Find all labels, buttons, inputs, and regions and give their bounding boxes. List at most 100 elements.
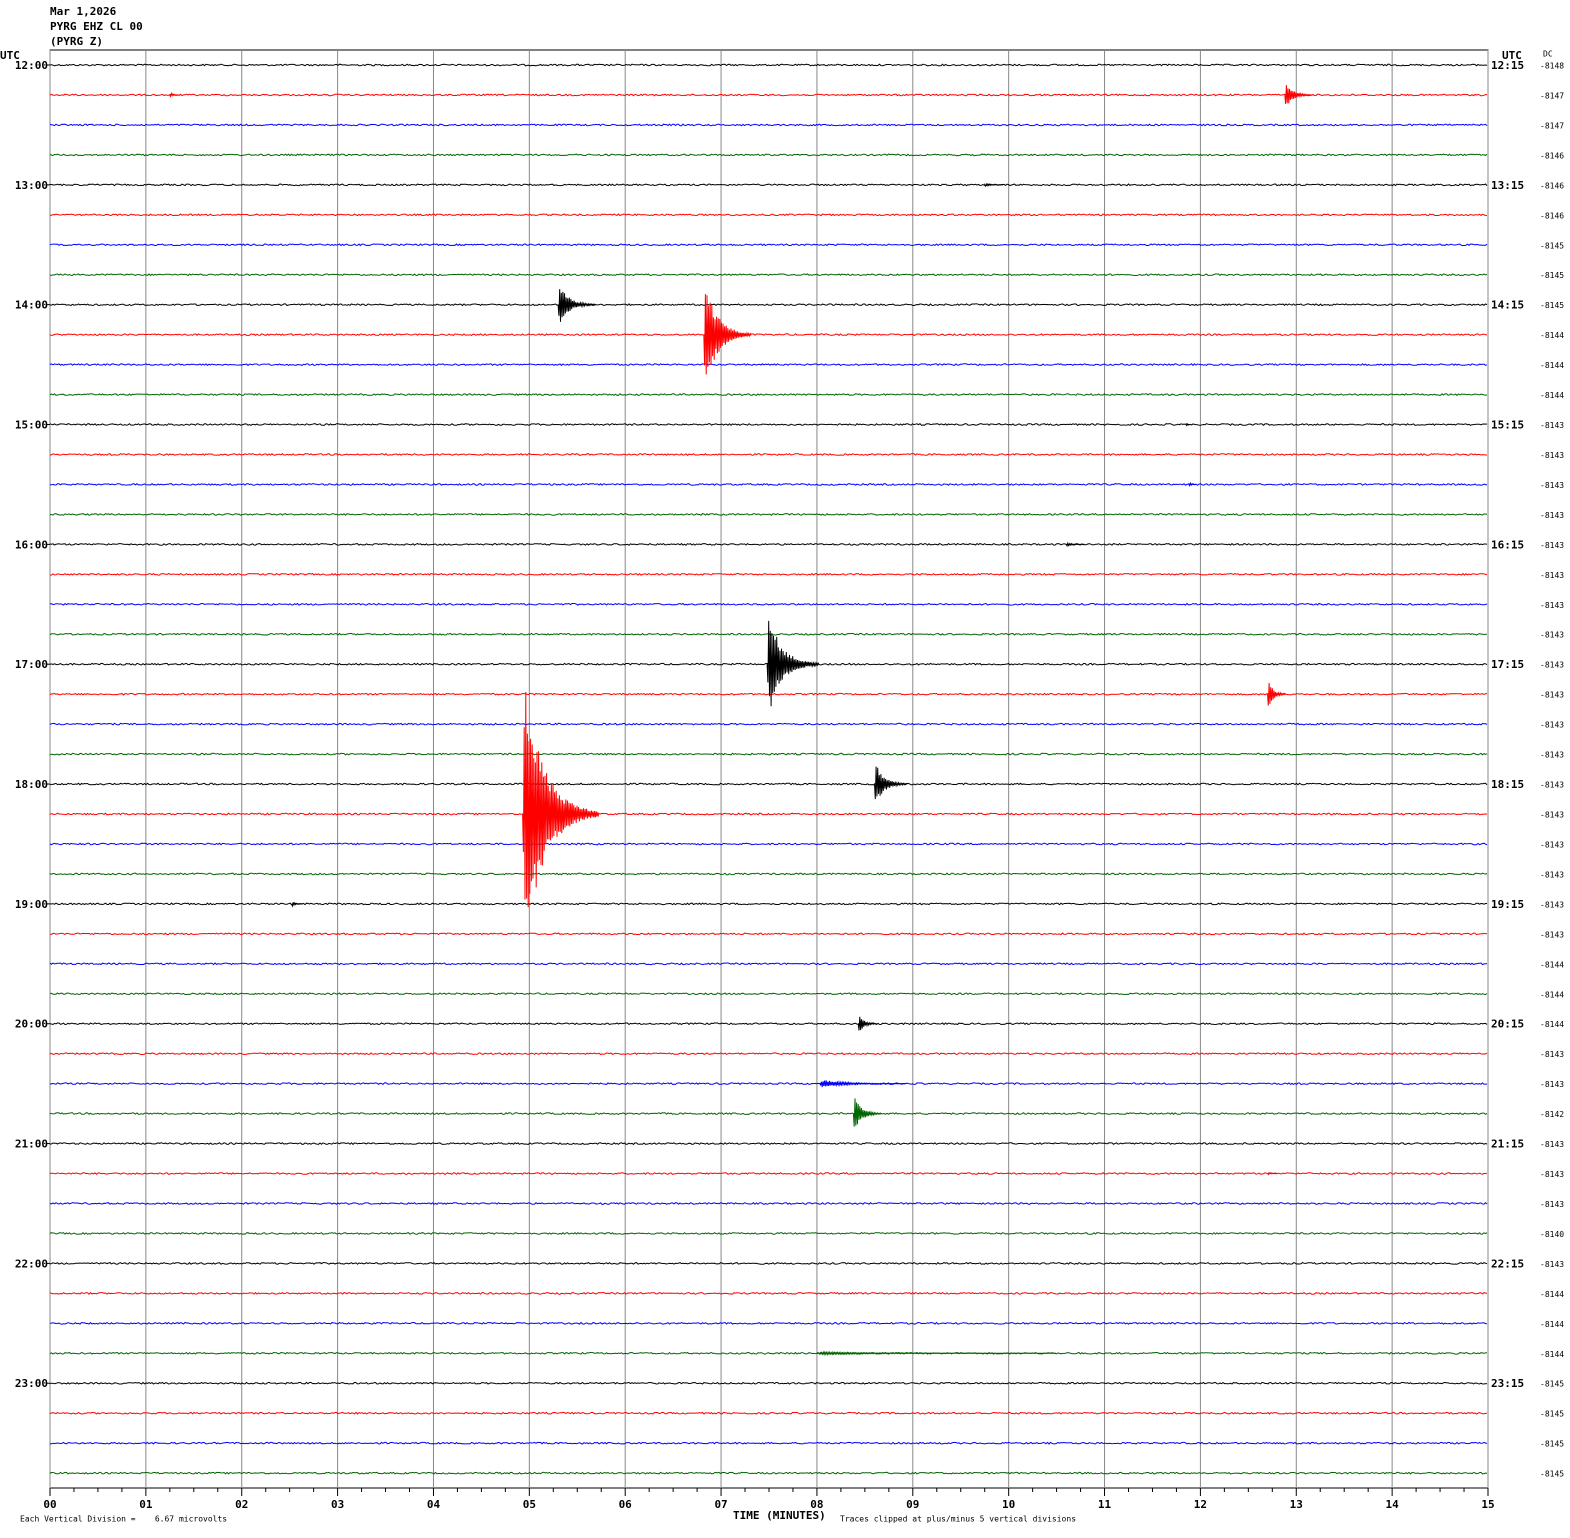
dc-value: -8143 bbox=[1540, 870, 1564, 879]
trace bbox=[49, 153, 1488, 157]
dc-value: -8145 bbox=[1540, 1440, 1564, 1449]
trace bbox=[49, 123, 1488, 127]
dc-value: -8145 bbox=[1540, 1470, 1564, 1479]
dc-value: -8143 bbox=[1540, 631, 1564, 640]
left-time-label: 15:00 bbox=[15, 419, 48, 432]
scale-note: Each Vertical Division = 6.67 microvolts bbox=[20, 1515, 227, 1524]
dc-value: -8144 bbox=[1540, 990, 1564, 999]
seismic-event bbox=[1188, 481, 1197, 488]
dc-value: -8145 bbox=[1540, 241, 1564, 250]
dc-value: -8144 bbox=[1540, 960, 1564, 969]
right-axis-title: UTC bbox=[1502, 49, 1522, 62]
dc-value: -8140 bbox=[1540, 1230, 1564, 1239]
x-tick-label: 10 bbox=[1002, 1498, 1015, 1511]
trace bbox=[49, 1351, 1488, 1355]
trace bbox=[49, 482, 1488, 486]
x-tick-label: 07 bbox=[714, 1498, 727, 1511]
station: PYRG EHZ CL 00 bbox=[50, 20, 143, 33]
dc-value: -8144 bbox=[1540, 391, 1564, 400]
trace bbox=[49, 1411, 1488, 1415]
seismic-event bbox=[522, 691, 600, 908]
date: Mar 1,2026 bbox=[50, 5, 117, 18]
trace bbox=[49, 572, 1488, 576]
dc-value: -8143 bbox=[1540, 811, 1564, 820]
dc-value: -8143 bbox=[1540, 1050, 1564, 1059]
trace bbox=[49, 303, 1488, 307]
trace bbox=[49, 1201, 1488, 1205]
trace bbox=[49, 1231, 1488, 1235]
trace bbox=[49, 1471, 1488, 1475]
dc-value: -8148 bbox=[1540, 62, 1564, 71]
x-tick-label: 02 bbox=[235, 1498, 248, 1511]
dc-value: -8143 bbox=[1540, 691, 1564, 700]
dc-value: -8145 bbox=[1540, 271, 1564, 280]
dc-value: -8145 bbox=[1540, 301, 1564, 310]
x-tick-label: 08 bbox=[810, 1498, 823, 1511]
seismic-event bbox=[1266, 682, 1287, 706]
right-time-label: 20:15 bbox=[1491, 1018, 1524, 1031]
dc-value: -8143 bbox=[1540, 511, 1564, 520]
x-axis-title: TIME (MINUTES) bbox=[733, 1509, 826, 1522]
trace bbox=[49, 1022, 1488, 1026]
dc-value: -8143 bbox=[1540, 900, 1564, 909]
trace bbox=[49, 393, 1488, 397]
dc-value: -8143 bbox=[1540, 721, 1564, 730]
trace bbox=[49, 812, 1488, 816]
trace bbox=[49, 1261, 1488, 1265]
left-time-label: 12:00 bbox=[15, 59, 48, 72]
trace bbox=[49, 1052, 1488, 1056]
left-time-label: 13:00 bbox=[15, 179, 48, 192]
right-time-label: 22:15 bbox=[1491, 1257, 1524, 1270]
dc-value: -8143 bbox=[1540, 1170, 1564, 1179]
trace bbox=[49, 962, 1488, 966]
dc-value: -8143 bbox=[1540, 1200, 1564, 1209]
seismic-event bbox=[1185, 423, 1191, 427]
trace bbox=[49, 93, 1487, 97]
left-time-label: 18:00 bbox=[15, 778, 48, 791]
clip-note: Traces clipped at plus/minus 5 vertical … bbox=[840, 1515, 1076, 1524]
seismic-event bbox=[1065, 541, 1085, 548]
dc-value: -8144 bbox=[1540, 361, 1564, 370]
dc-value: -8146 bbox=[1540, 181, 1564, 190]
dc-value: -8143 bbox=[1540, 571, 1564, 580]
right-time-label: 15:15 bbox=[1491, 419, 1524, 432]
right-time-label: 23:15 bbox=[1491, 1377, 1524, 1390]
trace bbox=[49, 842, 1488, 846]
trace bbox=[49, 542, 1488, 546]
trace bbox=[49, 63, 1488, 67]
seismic-event bbox=[291, 901, 303, 908]
component: (PYRG Z) bbox=[50, 35, 103, 48]
trace bbox=[49, 512, 1487, 516]
dc-title: DC bbox=[1543, 50, 1553, 59]
right-time-label: 13:15 bbox=[1491, 179, 1524, 192]
left-time-label: 21:00 bbox=[15, 1138, 48, 1151]
trace bbox=[49, 363, 1488, 367]
trace bbox=[49, 1172, 1488, 1175]
dc-value: -8143 bbox=[1540, 481, 1564, 490]
left-time-label: 22:00 bbox=[15, 1257, 48, 1270]
seismic-event bbox=[1284, 84, 1314, 104]
trace bbox=[49, 692, 1488, 696]
trace bbox=[49, 273, 1488, 277]
trace bbox=[49, 1142, 1488, 1146]
trace bbox=[50, 992, 1488, 996]
x-tick-label: 14 bbox=[1386, 1498, 1400, 1511]
dc-value: -8147 bbox=[1540, 91, 1564, 100]
x-tick-label: 03 bbox=[331, 1498, 344, 1511]
x-tick-label: 04 bbox=[427, 1498, 441, 1511]
seismic-event bbox=[874, 766, 908, 800]
plot-frame bbox=[49, 49, 1489, 1489]
dc-value: -8143 bbox=[1540, 421, 1564, 430]
left-time-label: 17:00 bbox=[15, 658, 48, 671]
left-time-label: 14:00 bbox=[15, 299, 48, 312]
seismic-event bbox=[815, 1350, 1057, 1357]
dc-value: -8143 bbox=[1540, 1080, 1564, 1089]
seismic-event bbox=[169, 91, 179, 98]
dc-value: -8143 bbox=[1540, 1140, 1564, 1149]
trace bbox=[49, 183, 1488, 187]
x-tick-label: 05 bbox=[523, 1498, 536, 1511]
dc-value: -8143 bbox=[1540, 541, 1564, 550]
left-time-label: 19:00 bbox=[15, 898, 48, 911]
dc-value: -8144 bbox=[1540, 1320, 1564, 1329]
